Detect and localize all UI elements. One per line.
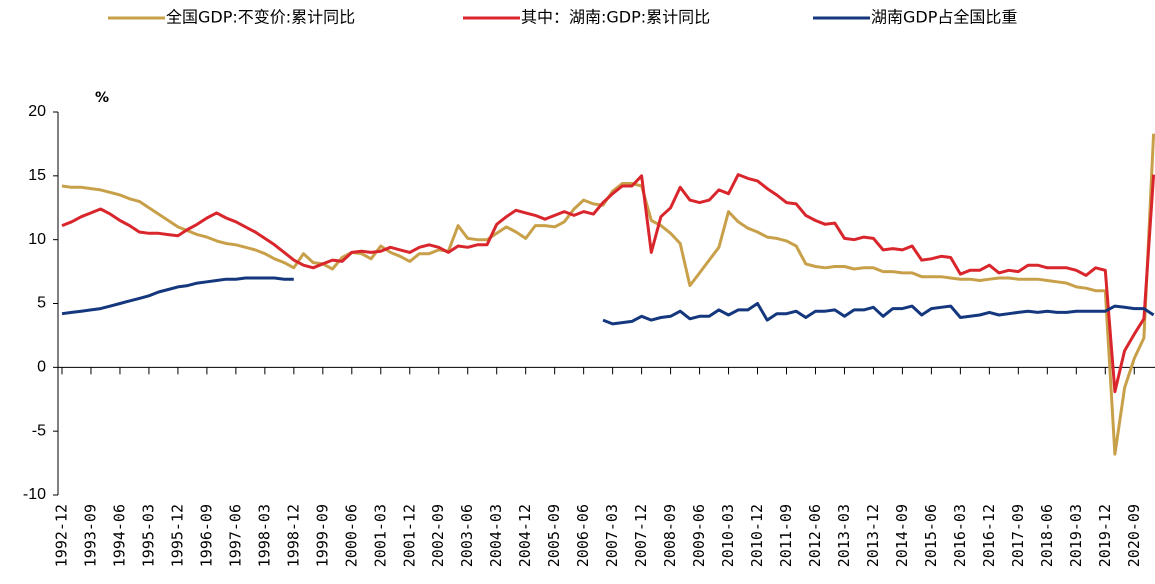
x-tick-label: 2016-12 [980,504,998,567]
y-unit: % [95,90,109,106]
x-tick-label: 1996-09 [197,504,215,567]
x-tick-label: 2010-12 [748,504,766,567]
y-tick-label: 20 [28,103,46,120]
x-tick-label: 2002-09 [429,504,447,567]
x-tick-label: 2010-03 [719,504,737,567]
y-tick-label: -5 [32,422,46,439]
x-tick-label: 2009-06 [690,504,708,567]
y-tick-label: 5 [37,295,46,312]
x-tick-label: 2015-06 [922,504,940,567]
x-tick-label: 2020-09 [1125,504,1143,567]
x-tick-label: 2011-09 [777,504,795,567]
legend-label: 其中：湖南:GDP:累计同比 [521,8,710,27]
x-tick-label: 2019-03 [1067,504,1085,567]
x-tick-label: 2008-09 [661,504,679,567]
x-tick-label: 2018-06 [1038,504,1056,567]
x-tick-label: 1995-12 [168,504,186,567]
x-tick-label: 1992-12 [53,504,71,567]
series-line [61,276,294,316]
y-tick-label: 15 [28,167,46,184]
x-tick-label: 2014-09 [893,504,911,567]
x-tick-label: 2001-12 [400,504,418,567]
x-tick-label: 2004-03 [487,504,505,567]
x-tick-label: 1998-03 [255,504,273,567]
x-tick-label: 1993-09 [81,504,99,567]
y-tick-label: -10 [23,486,46,503]
x-tick-label: 1997-06 [226,504,244,567]
x-tick-label: 2019-12 [1096,504,1114,567]
series-line [61,133,1155,456]
x-tick-label: 2004-12 [516,504,534,567]
x-tick-label: 2003-06 [458,504,476,567]
series-line [61,173,1155,394]
x-tick-label: 2016-03 [951,504,969,567]
legend-label: 湖南GDP占全国比重 [871,8,1017,27]
x-tick-label: 2001-03 [371,504,389,567]
x-tick-label: 2013-12 [864,504,882,567]
x-tick-label: 2017-09 [1009,504,1027,567]
x-tick-label: 2000-06 [342,504,360,567]
x-tick-label: 1998-12 [284,504,302,567]
x-tick-label: 2006-06 [574,504,592,567]
series-line [602,302,1155,326]
x-tick-label: 1999-09 [313,504,331,567]
legend-label: 全国GDP:不变价:累计同比 [166,8,355,27]
x-tick-label: 2007-12 [632,504,650,567]
x-tick-label: 2005-09 [545,504,563,567]
x-tick-label: 2013-03 [835,504,853,567]
x-tick-label: 2012-06 [806,504,824,567]
x-tick-label: 1994-06 [110,504,128,567]
x-tick-label: 2007-03 [603,504,621,567]
y-tick-label: 10 [28,231,46,248]
y-tick-label: 0 [37,359,46,376]
x-tick-label: 1995-03 [139,504,157,567]
